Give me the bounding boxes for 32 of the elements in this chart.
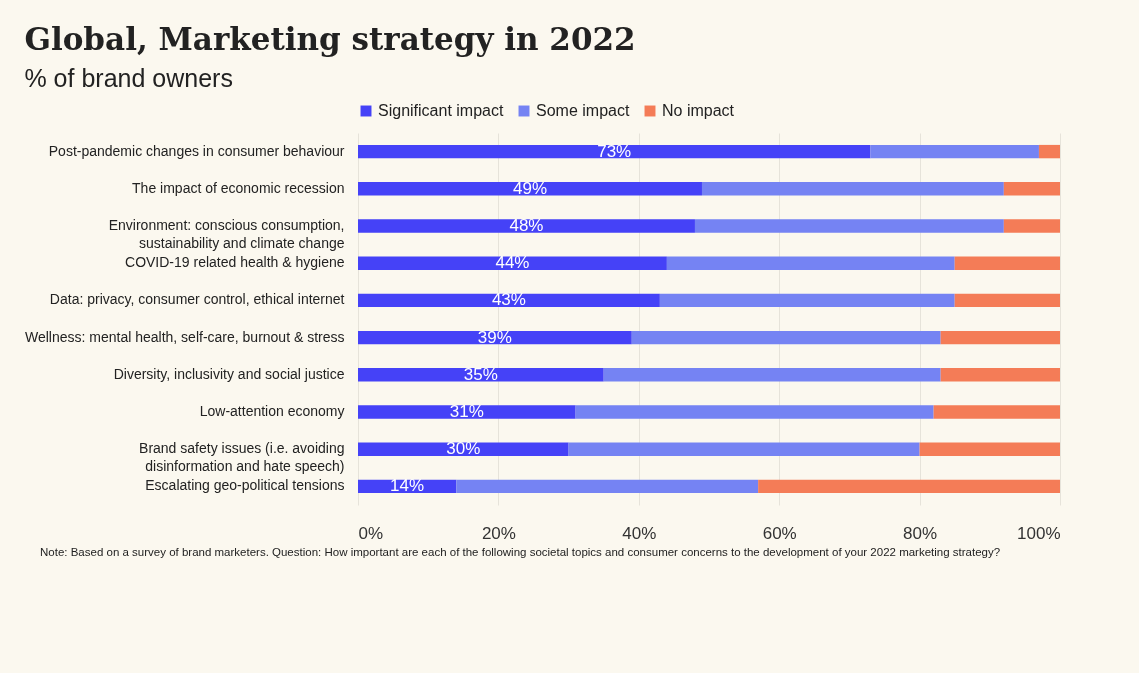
legend-label: No impact [662, 102, 735, 119]
y-tick-label: Diversity, inclusivity and social justice [113, 365, 345, 382]
text: Note: Based on a survey of brand marketers. Question: How important are each of the following societal topics and consumer concerns to the development of your 2022 marketing strategy? [40, 546, 1002, 558]
y-tick-label: Post-pandemic changes in consumer behaviour [48, 142, 345, 159]
x-tick-label: 20% [481, 523, 516, 543]
x-tick-label: 100% [1017, 523, 1061, 543]
data-label: 44% [495, 253, 530, 273]
data-label: 43% [491, 290, 526, 310]
data-label: 48% [509, 216, 544, 235]
data-label: 39% [477, 327, 512, 347]
y-tick-label: Brand safety issues (i.e. avoiding disinformation and hate speech) [139, 440, 345, 475]
x-tick-label: 40% [622, 523, 657, 543]
y-tick-label: COVID-19 related health & hygiene [125, 254, 345, 271]
x-tick-label: 0% [358, 523, 384, 543]
legend-label: Significant impact [378, 102, 504, 119]
y-tick-label: The impact of economic recession [132, 179, 345, 196]
data-label: 30% [446, 439, 481, 459]
y-tick-label: Low-attention economy [199, 403, 345, 419]
y-tick-label: Escalating geo-political tensions [145, 477, 345, 494]
x-tick-label: 80% [903, 523, 938, 543]
data-label: 49% [512, 178, 548, 198]
legend-label: Some impact [536, 102, 630, 119]
y-tick-label: Wellness: mental health, self-care, burnout & stress [24, 328, 345, 345]
data-label: 73% [597, 141, 632, 161]
data-label: 31% [449, 402, 484, 421]
data-label: 14% [390, 476, 425, 496]
y-tick-label: Environment: conscious consumption, sustainability and climate change [108, 217, 345, 251]
y-tick-label: Data: privacy, consumer control, ethical internet [49, 291, 345, 308]
x-tick-label: 60% [762, 523, 797, 543]
data-label: 35% [463, 364, 498, 384]
text: % of brand owners [24, 64, 233, 92]
chart-title: Global, Marketing strategy in 2022 [24, 21, 636, 57]
